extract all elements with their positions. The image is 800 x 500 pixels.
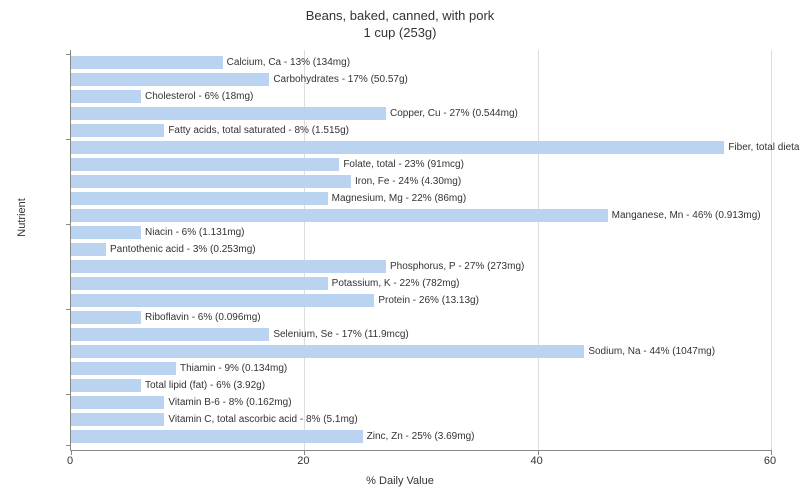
chart-title: Beans, baked, canned, with pork 1 cup (2… xyxy=(0,0,800,42)
bar-label: Folate, total - 23% (91mcg) xyxy=(339,158,464,171)
bar-label: Potassium, K - 22% (782mg) xyxy=(328,277,460,290)
bar xyxy=(71,277,328,290)
gridline xyxy=(771,50,772,450)
bar-label: Cholesterol - 6% (18mg) xyxy=(141,90,253,103)
bar-label: Riboflavin - 6% (0.096mg) xyxy=(141,311,261,324)
gridline xyxy=(538,50,539,450)
y-tick xyxy=(66,445,71,446)
plot-area: Calcium, Ca - 13% (134mg) Carbohydrates -… xyxy=(70,50,771,451)
y-tick xyxy=(66,54,71,55)
bar xyxy=(71,430,363,443)
bar-label: Copper, Cu - 27% (0.544mg) xyxy=(386,107,518,120)
bar xyxy=(71,175,351,188)
bar xyxy=(71,158,339,171)
bar xyxy=(71,396,164,409)
title-line1: Beans, baked, canned, with pork xyxy=(306,8,495,23)
y-tick xyxy=(66,139,71,140)
bar-label: Thiamin - 9% (0.134mg) xyxy=(176,362,287,375)
bar xyxy=(71,192,328,205)
bar xyxy=(71,260,386,273)
bar-label: Protein - 26% (13.13g) xyxy=(374,294,479,307)
y-axis-label: Nutrient xyxy=(16,198,28,237)
bar-label: Total lipid (fat) - 6% (3.92g) xyxy=(141,379,265,392)
x-tick-label: 0 xyxy=(67,455,73,467)
bar xyxy=(71,141,724,154)
bar xyxy=(71,226,141,239)
bar xyxy=(71,294,374,307)
y-tick xyxy=(66,224,71,225)
bar-label: Calcium, Ca - 13% (134mg) xyxy=(223,56,350,69)
bar xyxy=(71,243,106,256)
bar xyxy=(71,124,164,137)
bar xyxy=(71,90,141,103)
title-line2: 1 cup (253g) xyxy=(364,25,437,40)
bar-label: Carbohydrates - 17% (50.57g) xyxy=(269,73,408,86)
bar xyxy=(71,328,269,341)
bar-label: Iron, Fe - 24% (4.30mg) xyxy=(351,175,461,188)
bar-label: Niacin - 6% (1.131mg) xyxy=(141,226,244,239)
bar-label: Sodium, Na - 44% (1047mg) xyxy=(584,345,715,358)
chart-container: Beans, baked, canned, with pork 1 cup (2… xyxy=(0,0,800,500)
bar xyxy=(71,209,608,222)
bar-label: Selenium, Se - 17% (11.9mcg) xyxy=(269,328,408,341)
y-tick xyxy=(66,394,71,395)
bar-label: Zinc, Zn - 25% (3.69mg) xyxy=(363,430,475,443)
bar xyxy=(71,362,176,375)
bar xyxy=(71,56,223,69)
bar-label: Phosphorus, P - 27% (273mg) xyxy=(386,260,524,273)
bar xyxy=(71,345,584,358)
y-tick xyxy=(66,309,71,310)
bar xyxy=(71,73,269,86)
bar-label: Pantothenic acid - 3% (0.253mg) xyxy=(106,243,256,256)
bar xyxy=(71,413,164,426)
bar-label: Vitamin B-6 - 8% (0.162mg) xyxy=(164,396,291,409)
bar-label: Fatty acids, total saturated - 8% (1.515… xyxy=(164,124,349,137)
x-tick-label: 40 xyxy=(531,455,543,467)
bar xyxy=(71,379,141,392)
bar xyxy=(71,107,386,120)
bar xyxy=(71,311,141,324)
x-axis-label: % Daily Value xyxy=(366,475,434,487)
bar-label: Vitamin C, total ascorbic acid - 8% (5.1… xyxy=(164,413,357,426)
bar-label: Magnesium, Mg - 22% (86mg) xyxy=(328,192,467,205)
x-tick-label: 20 xyxy=(297,455,309,467)
bar-label: Fiber, total dietary - 56% (13.9g) xyxy=(724,141,800,154)
bar-label: Manganese, Mn - 46% (0.913mg) xyxy=(608,209,761,222)
x-tick-label: 60 xyxy=(764,455,776,467)
